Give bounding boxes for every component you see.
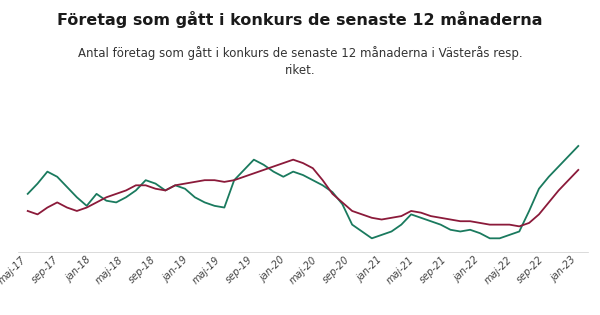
Text: Företag som gått i konkurs de senaste 12 månaderna: Företag som gått i konkurs de senaste 12… [57, 11, 543, 28]
Text: Antal företag som gått i konkurs de senaste 12 månaderna i Västerås resp.
riket.: Antal företag som gått i konkurs de sena… [77, 46, 523, 77]
